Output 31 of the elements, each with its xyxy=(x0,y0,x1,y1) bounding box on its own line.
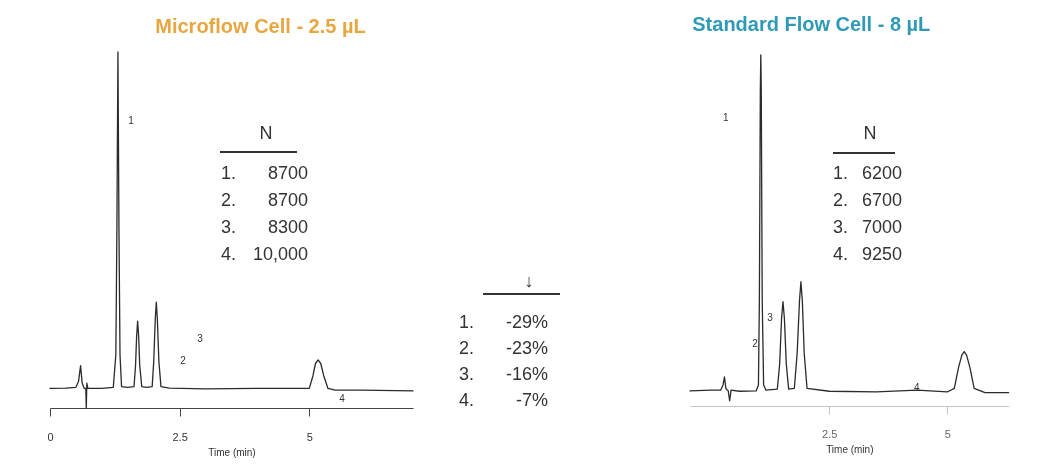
x-tick-label: 5 xyxy=(944,428,951,441)
annotation: 1. 8700 xyxy=(221,163,308,183)
annotation: 3 xyxy=(197,332,203,344)
annotation: 4. 10,000 xyxy=(221,244,308,264)
annotation: N xyxy=(259,123,273,143)
annotation: 1 xyxy=(722,111,729,123)
annotation: 2. 6700 xyxy=(833,190,902,210)
chart-title: Standard Flow Cell - 8 µL xyxy=(692,13,931,36)
text: ↓ xyxy=(524,271,534,291)
x-tick-label: 0 xyxy=(47,430,54,443)
annotation: 2 xyxy=(180,354,186,366)
annotation: N xyxy=(863,123,877,143)
annotation: 3 xyxy=(767,311,773,323)
text: 1. -29% xyxy=(459,312,548,332)
chart-title: Microflow Cell - 2.5 µL xyxy=(155,15,366,38)
x-tick-label: 2.5 xyxy=(172,430,188,443)
x-axis-title: Time (min) xyxy=(208,446,256,458)
annotation: 3. 7000 xyxy=(833,217,902,237)
annotation: 2 xyxy=(752,337,758,349)
x-tick-label: 2.5 xyxy=(822,428,838,441)
annotation: 4. 9250 xyxy=(833,244,902,264)
annotation: 4 xyxy=(339,392,345,404)
text: 2. -23% xyxy=(459,338,548,358)
x-axis-title: Time (min) xyxy=(826,444,874,456)
x-tick-label: 5 xyxy=(306,430,313,443)
annotation: 3. 8300 xyxy=(221,217,308,237)
text: 3. -16% xyxy=(459,364,548,384)
text: 4. -7% xyxy=(459,390,548,410)
annotation: 1. 6200 xyxy=(833,163,902,183)
annotation: 2. 8700 xyxy=(221,190,308,210)
annotation: 1 xyxy=(128,114,134,126)
